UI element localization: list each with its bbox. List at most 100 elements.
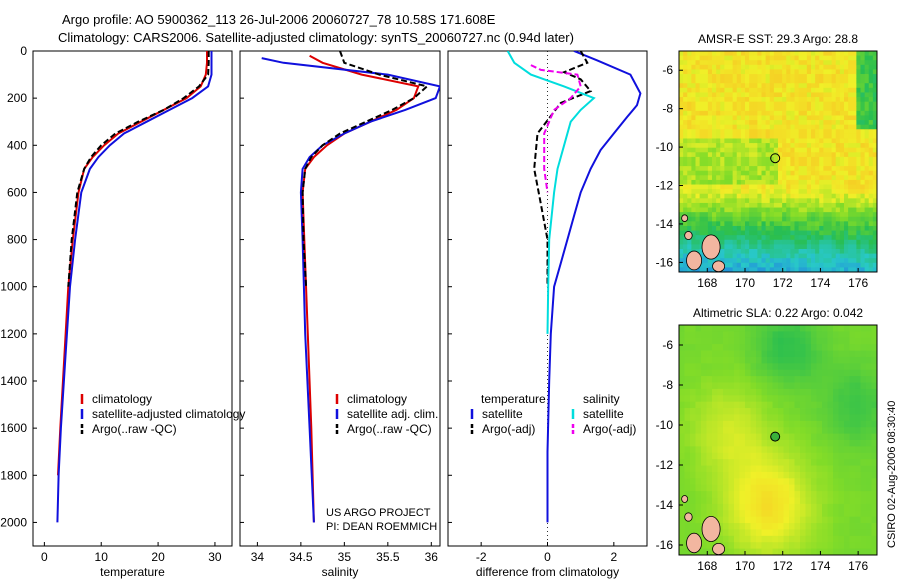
y-tick-label: 0: [20, 44, 27, 58]
land-island: [712, 260, 726, 273]
series-line-salinity-argo-raw-qc-: [301, 51, 430, 287]
legend-difference: temperature salinitysatelliteArgo(-adj)sa…: [470, 392, 636, 436]
land-island: [712, 543, 726, 556]
figure-title-line2: Climatology: CARS2006. Satellite-adjuste…: [58, 30, 574, 45]
y-tick-label: -12: [656, 179, 674, 193]
y-tick-label: -16: [656, 538, 674, 552]
land-island: [681, 214, 689, 222]
x-tick-label: 174: [810, 559, 830, 573]
argo-float-marker: [770, 431, 781, 442]
y-tick-label: -10: [656, 140, 674, 154]
x-tick-label: 172: [773, 559, 793, 573]
y-tick-label: 2000: [0, 515, 27, 529]
x-tick-label: 168: [697, 559, 717, 573]
legend-item-satellite: satellite-adjusted climatology: [92, 407, 245, 421]
legend-item-temp-satellite: satellite: [482, 407, 523, 421]
legend-item-climatology: climatology: [347, 392, 407, 406]
x-axis-label: salinity: [322, 565, 359, 579]
panel-sla_map: 168 170 172 174 176 -6 -8 -10 -12 -14 -16 Altimetri…: [656, 306, 878, 573]
axes-frame-temperature: [32, 50, 233, 547]
x-tick-label: 30: [208, 550, 222, 564]
legend-item-sal-satellite: satellite: [583, 407, 624, 421]
x-tick-label: 35: [338, 550, 352, 564]
y-tick-label: 1800: [0, 468, 27, 482]
credit-block: US ARGO PROJECT PI: DEAN ROEMMICH: [326, 506, 437, 534]
y-tick-label: -8: [662, 378, 673, 392]
y-tick-label: 800: [7, 233, 27, 247]
legend-item-argo: Argo(..raw -QC): [92, 422, 177, 436]
series-line-difference-temperature-satellite: [546, 51, 642, 523]
credit-pi: PI: DEAN ROEMMICH: [326, 521, 438, 533]
series-line-difference-salinity-argo-adj-: [530, 64, 582, 193]
y-tick-label: 600: [7, 185, 27, 199]
map-frame-sst_map: [678, 50, 878, 273]
x-tick-label: 170: [735, 276, 755, 290]
x-tick-label: 2: [610, 550, 617, 564]
y-tick-label: 1600: [0, 421, 27, 435]
land-island: [684, 512, 693, 522]
panel-salinity: 34 34.5 35 35.5 36 salinity: [239, 50, 441, 579]
series-group-difference: [506, 51, 642, 523]
x-tick-label: 172: [773, 276, 793, 290]
x-tick-label: 168: [697, 276, 717, 290]
land-island: [686, 532, 703, 554]
series-line-temperature-argo-raw-qc-: [67, 51, 210, 287]
x-tick-label: 10: [95, 550, 109, 564]
y-tick-label: -14: [656, 217, 674, 231]
series-line-difference-salinity-satellite: [506, 51, 596, 334]
x-tick-label: 176: [848, 559, 868, 573]
argo-float-marker: [770, 153, 781, 164]
map-frame-sla_map: [678, 324, 878, 556]
x-tick-label: 34.5: [289, 550, 313, 564]
y-tick-label: 1400: [0, 374, 27, 388]
series-line-difference-temperature-argo-adj-: [533, 51, 593, 287]
y-tick-label: 400: [7, 138, 27, 152]
legend-item-climatology: climatology: [92, 392, 152, 406]
legend-item-satellite: satellite adj. clim.: [347, 407, 438, 421]
series-line-temperature-satellite-adjusted-climatology: [56, 51, 213, 523]
y-tick-label: -12: [656, 458, 674, 472]
figure-title-line1: Argo profile: AO 5900362_113 26-Jul-2006…: [62, 12, 496, 27]
panel-temperature: 0 10 20 30 0 200 400 600 800 1000 1200 1400 1600 1800…: [0, 44, 233, 579]
y-tick-label: 1000: [0, 280, 27, 294]
x-tick-label: 34: [251, 550, 265, 564]
x-tick-label: -2: [476, 550, 487, 564]
land-island: [701, 234, 721, 260]
heatmap-grid-sla_map: [679, 325, 878, 556]
legend-header-salinity: salinity: [583, 392, 620, 406]
y-tick-label: 1200: [0, 327, 27, 341]
x-tick-label: 0: [41, 550, 48, 564]
series-group-salinity: [261, 51, 440, 523]
timestamp-stamp: CSIRO 02-Aug-2006 08:30:40: [886, 400, 898, 548]
y-tick-label: 200: [7, 91, 27, 105]
y-tick-label: -14: [656, 498, 674, 512]
legend-item-argo: Argo(..raw -QC): [347, 422, 432, 436]
x-tick-label: 0: [544, 550, 551, 564]
series-group-temperature: [56, 51, 213, 523]
x-axis-label: difference from climatology: [476, 565, 619, 579]
land-island: [681, 495, 689, 503]
axes-frame-salinity: [239, 50, 441, 547]
y-tick-label: -16: [656, 255, 674, 269]
legend-header-temperature: temperature: [481, 392, 546, 406]
series-line-temperature-climatology: [57, 51, 208, 476]
x-axis-label: temperature: [100, 565, 165, 579]
series-line-salinity-climatology: [301, 54, 420, 523]
series-line-salinity-satellite-adj-clim-: [261, 57, 440, 523]
land-island: [701, 516, 721, 543]
x-tick-label: 174: [810, 276, 830, 290]
y-tick-label: -8: [662, 102, 673, 116]
map-title: Altimetric SLA: 0.22 Argo: 0.042: [693, 306, 863, 320]
legend-item-sal-argo: Argo(-adj): [583, 422, 636, 436]
map-title: AMSR-E SST: 29.3 Argo: 28.8: [698, 32, 858, 46]
y-tick-label: -6: [662, 63, 673, 77]
y-tick-label: -6: [662, 338, 673, 352]
credit-project: US ARGO PROJECT: [326, 507, 431, 519]
x-tick-label: 176: [848, 276, 868, 290]
x-tick-label: 20: [151, 550, 165, 564]
y-tick-label: -10: [656, 418, 674, 432]
panel-sst_map: 168 170 172 174 176 -6 -8 -10 -12 -14 -16 AMSR-E SS…: [656, 32, 878, 290]
land-island: [686, 250, 703, 271]
